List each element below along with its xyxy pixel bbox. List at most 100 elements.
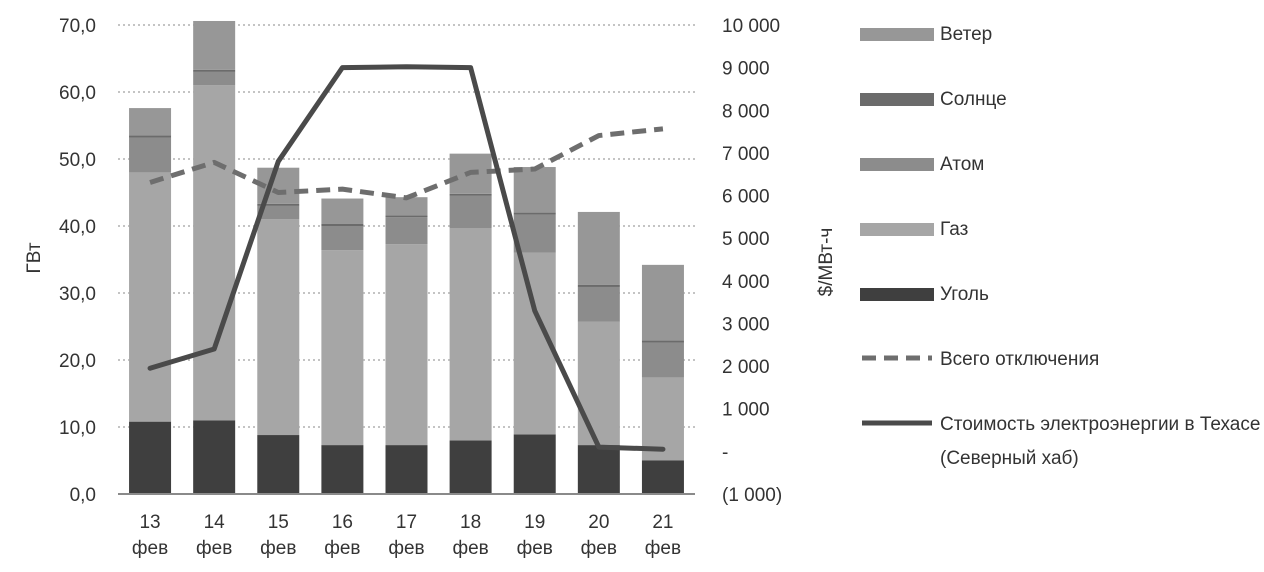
legend-item: Всего отключения	[860, 343, 1264, 377]
legend-label: Стоимость электроэнергии в Техасе (Север…	[940, 414, 1261, 469]
bar-segment	[321, 250, 364, 446]
y-right-axis-title: $/МВт-ч	[816, 228, 837, 297]
bar-segment	[449, 193, 492, 196]
y-tick-label: 20,0	[59, 351, 96, 372]
y-right-tick-label: 6 000	[722, 187, 770, 208]
x-tick-label: 17 фев	[388, 512, 424, 559]
legend-item: Газ	[860, 213, 1264, 247]
bar-segment	[641, 460, 684, 494]
bar-segment	[641, 264, 684, 341]
bars	[129, 20, 684, 494]
bar-segment	[513, 167, 556, 213]
legend-item: Атом	[860, 148, 1264, 182]
y-right-tick-label: 10 000	[722, 16, 780, 37]
bar-segment	[577, 321, 620, 446]
bar-segment	[129, 108, 172, 136]
bar-segment	[641, 340, 684, 343]
legend-label: Газ	[940, 219, 969, 240]
y-tick-label: 30,0	[59, 284, 96, 305]
y-right-tick-label: 7 000	[722, 144, 770, 165]
bar-segment	[193, 420, 236, 494]
bar-segment	[577, 286, 620, 322]
bar-segment	[449, 228, 492, 441]
bar-segment	[385, 244, 428, 446]
bar-segment	[513, 434, 556, 494]
y-right-tick-label: 5 000	[722, 229, 770, 250]
y-tick-label: 70,0	[59, 16, 96, 37]
bar-segment	[385, 445, 428, 494]
y-tick-label: 60,0	[59, 83, 96, 104]
bar-segment	[129, 135, 172, 138]
legend-swatch	[860, 93, 934, 106]
bar-segment	[257, 219, 300, 436]
legend-swatch	[860, 288, 934, 301]
bar-segment	[449, 195, 492, 229]
bar-segment	[513, 212, 556, 215]
y-tick-label: 50,0	[59, 150, 96, 171]
bar-segment	[129, 172, 172, 422]
legend-item: Уголь	[860, 278, 1264, 312]
bar-segment	[257, 203, 300, 206]
y-right-tick-label: 4 000	[722, 272, 770, 293]
bar-segment	[321, 198, 364, 224]
y-right-tick-label: -	[722, 442, 728, 463]
left-axis-ticks: 0,0 10,0 20,0 30,0 40,0 50,0 60,0 70,0	[59, 16, 96, 506]
y-tick-label: 10,0	[59, 418, 96, 439]
bar-segment	[193, 71, 236, 86]
y-right-tick-label: 8 000	[722, 101, 770, 122]
bar-segment	[193, 85, 236, 421]
legend-label: Атом	[940, 154, 985, 175]
legend-swatch	[860, 28, 934, 41]
legend-swatch	[862, 420, 932, 426]
x-axis-ticks: 13 фев 14 фев 15 фев 16 фев 17 фев 18 фев 19 фев 20 фев…	[132, 512, 681, 559]
lines	[147, 64, 666, 452]
x-tick-label: 21 фев	[645, 512, 681, 559]
legend-label: Уголь	[940, 284, 989, 305]
right-axis-ticks: (1 000) - 1 000 2 000 3 000 4 000 5 000 6 000 7 …	[722, 16, 782, 506]
bar-segment	[577, 445, 620, 494]
y-right-tick-label: 2 000	[722, 357, 770, 378]
bar-segment	[641, 342, 684, 378]
legend-item: Стоимость электроэнергии в Техасе (Север…	[860, 408, 1264, 476]
bar-segment	[513, 214, 556, 253]
y-axis-title: ГВт	[24, 242, 45, 273]
legend-swatch	[862, 355, 932, 361]
y-tick-label: 40,0	[59, 217, 96, 238]
bar-segment	[321, 226, 364, 251]
x-tick-label: 13 фев	[132, 512, 168, 559]
legend-label: Солнце	[940, 89, 1007, 110]
bar-segment	[257, 205, 300, 220]
x-tick-label: 20 фев	[581, 512, 617, 559]
legend-item: Ветер	[860, 18, 1264, 52]
legend-swatch	[860, 158, 934, 171]
x-tick-label: 16 фев	[324, 512, 360, 559]
legend-item: Солнце	[860, 83, 1264, 117]
bar-segment	[577, 211, 620, 285]
y-right-tick-label: (1 000)	[722, 485, 782, 506]
y-tick-label: 0,0	[70, 485, 96, 506]
bar-segment	[193, 20, 236, 70]
y-right-tick-label: 1 000	[722, 400, 770, 421]
bar-segment	[129, 137, 172, 173]
bar-segment	[257, 435, 300, 494]
x-tick-label: 19 фев	[517, 512, 553, 559]
x-tick-label: 18 фев	[452, 512, 488, 559]
bar-segment	[193, 69, 236, 72]
bar-segment	[321, 223, 364, 226]
x-tick-label: 14 фев	[196, 512, 232, 559]
bar-segment	[449, 440, 492, 494]
y-right-tick-label: 3 000	[722, 314, 770, 335]
bar-segment	[385, 217, 428, 245]
y-right-tick-label: 9 000	[722, 59, 770, 80]
outages-line	[149, 126, 664, 201]
bar-segment	[385, 197, 428, 216]
legend-label: Ветер	[940, 24, 993, 45]
price-line	[147, 64, 666, 452]
bar-segment	[129, 421, 172, 494]
bar-segment	[385, 215, 428, 218]
x-tick-label: 15 фев	[260, 512, 296, 559]
legend-label: Всего отключения	[940, 349, 1100, 370]
bar-segment	[577, 284, 620, 287]
bar-segment	[321, 445, 364, 494]
